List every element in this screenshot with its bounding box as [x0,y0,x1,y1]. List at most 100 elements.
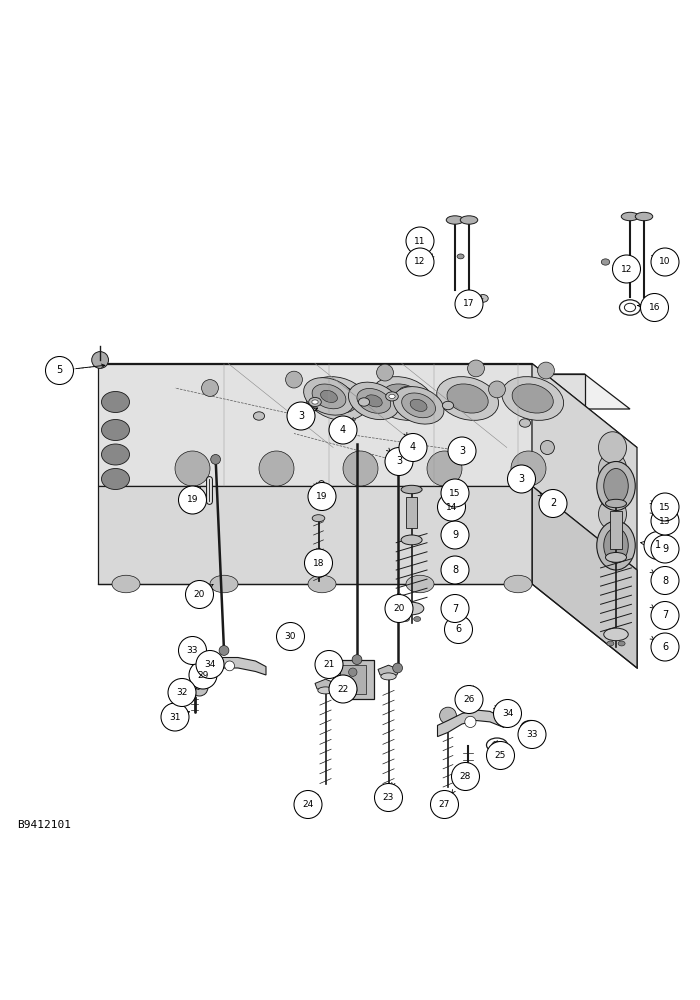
Polygon shape [108,374,584,493]
Circle shape [651,493,679,521]
Text: 15: 15 [449,488,461,497]
Circle shape [539,489,567,518]
Circle shape [651,535,679,563]
Text: 33: 33 [526,730,538,739]
Circle shape [651,633,679,661]
Ellipse shape [401,535,422,545]
Circle shape [385,447,413,475]
Ellipse shape [601,259,610,265]
Text: 28: 28 [460,772,471,781]
Circle shape [304,549,332,577]
Ellipse shape [389,394,395,398]
Ellipse shape [402,393,435,418]
Text: 19: 19 [316,492,328,501]
Circle shape [315,650,343,678]
Ellipse shape [259,451,294,486]
Text: 8: 8 [662,576,668,585]
Text: 17: 17 [463,300,475,308]
Text: 5: 5 [57,365,62,375]
Text: 6: 6 [456,624,461,635]
Text: 14: 14 [446,502,457,512]
Circle shape [441,556,469,584]
Ellipse shape [622,212,638,221]
Ellipse shape [502,377,564,420]
Circle shape [651,507,679,535]
Text: 20: 20 [194,590,205,599]
Circle shape [455,290,483,318]
Ellipse shape [358,398,370,406]
Circle shape [468,360,484,377]
Ellipse shape [295,405,307,413]
Text: 21: 21 [323,660,335,669]
Circle shape [178,637,206,664]
Ellipse shape [406,575,434,593]
Circle shape [393,663,402,673]
Ellipse shape [382,384,423,413]
Circle shape [489,381,505,398]
Ellipse shape [526,724,536,731]
Ellipse shape [427,451,462,486]
Text: 8: 8 [452,565,458,575]
Polygon shape [378,665,399,675]
Ellipse shape [102,444,130,465]
Polygon shape [98,363,637,448]
Circle shape [374,784,402,812]
Ellipse shape [402,617,409,621]
Circle shape [441,521,469,549]
Circle shape [430,790,458,818]
Circle shape [186,580,214,608]
Circle shape [406,248,434,276]
Text: 7: 7 [452,603,458,613]
Circle shape [276,622,304,650]
Ellipse shape [603,528,629,563]
Ellipse shape [399,602,423,615]
Ellipse shape [464,687,474,694]
Ellipse shape [596,462,636,510]
Text: 27: 27 [439,800,450,809]
Text: 10: 10 [659,257,671,266]
Ellipse shape [598,477,626,509]
Text: 9: 9 [452,530,458,540]
Text: 3: 3 [396,456,402,466]
Ellipse shape [304,378,354,415]
Text: 1: 1 [655,540,661,550]
Ellipse shape [636,212,652,221]
Ellipse shape [321,390,337,402]
Text: 4: 4 [340,425,346,435]
Ellipse shape [365,395,382,407]
Ellipse shape [603,628,629,641]
Text: 34: 34 [502,709,513,718]
Bar [406,496,417,528]
Circle shape [486,742,514,770]
Text: 19: 19 [187,495,198,504]
Circle shape [438,493,466,521]
Text: 9: 9 [662,544,668,554]
Circle shape [448,437,476,465]
Circle shape [612,255,640,283]
Text: 12: 12 [621,264,632,273]
Polygon shape [532,486,637,668]
Ellipse shape [598,453,626,484]
Circle shape [398,387,414,403]
Text: 31: 31 [169,712,181,722]
Ellipse shape [511,451,546,486]
Text: 6: 6 [662,642,668,652]
Circle shape [441,479,469,507]
Text: 26: 26 [463,695,475,704]
Ellipse shape [447,384,488,413]
Circle shape [452,762,480,790]
Circle shape [225,661,235,671]
Ellipse shape [598,498,626,530]
Circle shape [455,686,483,714]
Ellipse shape [175,451,210,486]
Circle shape [178,486,206,514]
Ellipse shape [349,382,399,420]
Circle shape [329,675,357,703]
Circle shape [508,465,536,493]
Text: 3: 3 [459,446,465,456]
Ellipse shape [461,216,477,224]
Circle shape [189,661,217,689]
Ellipse shape [253,412,265,420]
Circle shape [191,679,208,696]
Ellipse shape [393,387,444,424]
